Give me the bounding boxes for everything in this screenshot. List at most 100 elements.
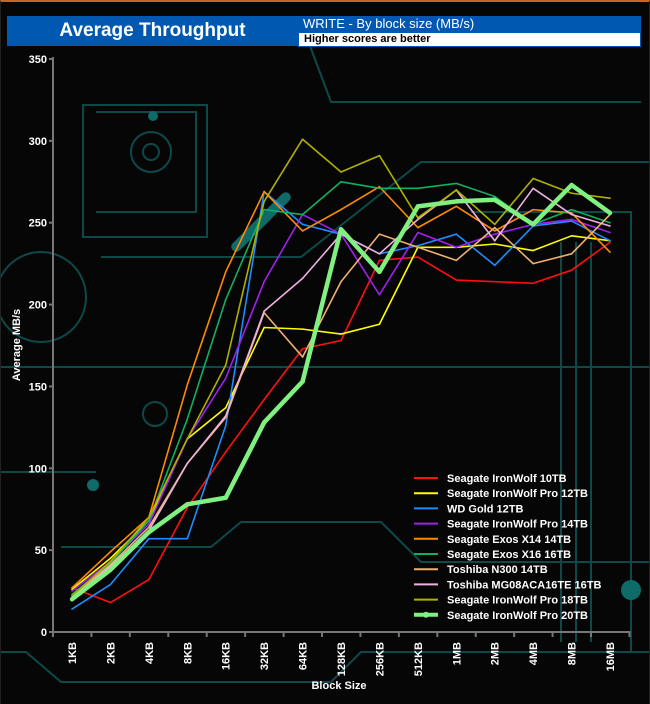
- data-point: [378, 323, 381, 326]
- series-line: [71, 190, 611, 610]
- data-point: [570, 218, 573, 221]
- y-tick-label: 300: [29, 136, 47, 148]
- x-tick-label: 32KB: [259, 642, 271, 670]
- data-point: [417, 218, 419, 221]
- x-tick-label: 512KB: [413, 642, 425, 676]
- data-point: [570, 253, 573, 255]
- data-point: [263, 310, 265, 312]
- data-point: [455, 233, 458, 235]
- data-point: [607, 210, 613, 216]
- data-point: [301, 347, 304, 350]
- y-tick-label: 100: [29, 463, 47, 475]
- data-point: [186, 418, 189, 420]
- legend-label: Seagate IronWolf Pro 12TB: [447, 488, 588, 500]
- data-point: [71, 590, 73, 592]
- y-tick-label: 0: [41, 627, 47, 639]
- data-point: [417, 244, 419, 247]
- chart-subtitle-box: WRITE - By block size (MB/s) Higher scor…: [298, 16, 641, 47]
- data-point: [224, 424, 227, 427]
- data-point: [493, 239, 496, 242]
- data-point: [224, 415, 227, 417]
- data-point: [570, 213, 573, 216]
- data-point: [530, 222, 536, 227]
- data-point: [186, 438, 189, 440]
- data-point: [570, 192, 573, 195]
- x-axis-title: Block Size: [311, 680, 366, 692]
- data-point: [185, 502, 190, 507]
- data-point: [377, 269, 382, 275]
- x-tick-label: 8MB: [567, 642, 579, 665]
- data-point: [532, 262, 534, 265]
- data-point: [186, 462, 189, 465]
- data-point: [493, 233, 496, 235]
- data-point: [224, 377, 227, 380]
- data-point: [340, 333, 342, 335]
- data-point: [532, 249, 534, 252]
- y-axis-title: Average MB/s: [11, 309, 23, 381]
- data-point: [301, 356, 304, 358]
- data-point: [378, 185, 381, 188]
- y-tick-label: 250: [29, 218, 47, 230]
- data-point: [417, 246, 419, 249]
- legend-label: Seagate IronWolf Pro 20TB: [447, 610, 588, 622]
- data-point: [301, 328, 304, 330]
- data-point: [109, 557, 112, 560]
- data-point: [609, 239, 611, 242]
- data-point: [378, 187, 381, 190]
- data-point: [148, 523, 150, 525]
- data-point: [569, 182, 574, 188]
- x-tick-label: 16KB: [221, 642, 233, 670]
- x-tick-label: 64KB: [298, 642, 310, 670]
- x-tick-label: 2MB: [490, 642, 502, 665]
- data-point: [609, 221, 611, 224]
- data-point: [224, 298, 227, 301]
- y-tick-label: 350: [29, 54, 47, 66]
- data-point: [71, 586, 73, 589]
- data-point: [263, 398, 265, 401]
- x-tick-label: 16MB: [605, 642, 617, 671]
- data-point: [148, 526, 150, 529]
- data-point: [71, 608, 73, 610]
- x-tick-label: 256KB: [374, 642, 386, 676]
- data-point: [109, 550, 112, 553]
- data-point: [263, 190, 265, 193]
- data-point: [609, 197, 611, 199]
- data-point: [263, 280, 265, 283]
- data-point: [493, 223, 496, 226]
- data-point: [109, 560, 112, 563]
- data-point: [570, 269, 573, 271]
- data-point: [224, 364, 227, 366]
- data-point: [340, 171, 342, 173]
- data-point: [493, 195, 496, 198]
- data-point: [261, 420, 267, 425]
- data-point: [378, 259, 381, 262]
- data-point: [455, 246, 458, 249]
- y-tick-label: 150: [29, 381, 47, 393]
- data-point: [454, 199, 459, 204]
- x-tick-label: 1KB: [67, 642, 79, 664]
- x-tick-label: 4KB: [144, 642, 156, 664]
- data-point: [609, 225, 611, 227]
- x-tick-label: 2KB: [105, 642, 117, 664]
- data-point: [224, 406, 227, 409]
- data-point: [532, 177, 534, 180]
- data-point: [455, 259, 458, 262]
- data-point: [338, 227, 344, 232]
- y-tick-label: 200: [29, 300, 47, 312]
- x-tick-label: 1MB: [451, 642, 463, 665]
- data-point: [301, 213, 304, 216]
- data-point: [340, 280, 342, 283]
- data-point: [340, 339, 342, 342]
- data-point: [417, 217, 419, 219]
- data-point: [148, 537, 150, 540]
- data-point: [108, 567, 113, 572]
- data-point: [378, 233, 381, 235]
- data-point: [532, 187, 534, 190]
- data-point: [224, 451, 227, 453]
- legend-label: Seagate Exos X16 16TB: [447, 549, 571, 561]
- data-point: [300, 379, 305, 384]
- data-point: [570, 235, 573, 237]
